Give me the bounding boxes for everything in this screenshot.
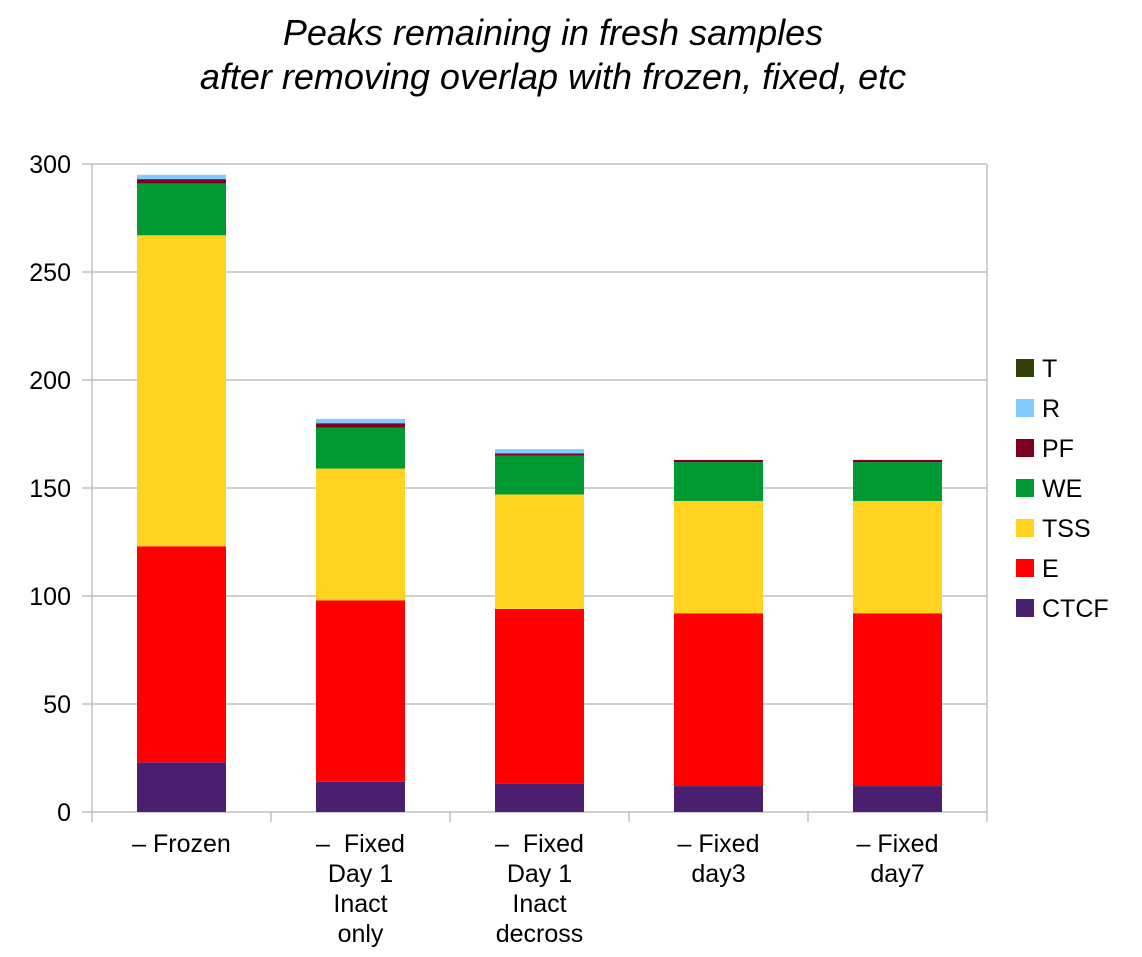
legend-label-we: WE xyxy=(1042,475,1082,503)
bar-segment-r xyxy=(316,418,405,424)
x-category-label: Inact xyxy=(333,890,387,918)
bar-segment-r xyxy=(137,174,226,180)
bar-segment-e xyxy=(853,613,942,787)
bar-segment-we xyxy=(137,183,226,236)
bar-segment-pf xyxy=(853,459,942,463)
legend-label-e: E xyxy=(1042,555,1059,583)
bar-segment-ctcf xyxy=(853,786,942,812)
bar-segment-r xyxy=(495,449,584,454)
y-tick-label: 50 xyxy=(43,691,71,719)
y-tick-label: 0 xyxy=(57,799,71,827)
bar-segment-ctcf xyxy=(495,783,584,812)
x-category-label: day3 xyxy=(691,860,745,888)
legend-swatch-r xyxy=(1016,399,1034,417)
chart-title: Peaks remaining in fresh samples after r… xyxy=(200,12,906,97)
bar-segment-tss xyxy=(316,468,405,601)
legend-swatch-t xyxy=(1016,359,1034,377)
x-category-label: decross xyxy=(496,920,584,948)
bar-segment-pf xyxy=(316,423,405,428)
x-category-label: Day 1 xyxy=(507,860,572,888)
legend-label-tss: TSS xyxy=(1042,515,1091,543)
bar-segment-e xyxy=(674,613,763,787)
legend: TR PF WE TSS E CTCF xyxy=(1016,355,1109,623)
bar-segment-pf xyxy=(495,453,584,456)
bar-segment-we xyxy=(674,462,763,501)
x-category-label: – Frozen xyxy=(132,830,231,858)
legend-label-r: R xyxy=(1042,395,1060,423)
axes xyxy=(91,164,988,822)
legend-label-pf: PF xyxy=(1042,435,1074,463)
x-category-label: – Fixed xyxy=(316,830,405,858)
y-tick-label: 150 xyxy=(29,475,71,503)
bar-segment-we xyxy=(316,427,405,469)
bar-segment-tss xyxy=(853,500,942,614)
bar-segment-tss xyxy=(674,500,763,614)
bar-segment-pf xyxy=(137,179,226,184)
x-category-label: Inact xyxy=(512,890,566,918)
bar-segment-ctcf xyxy=(316,781,405,812)
bar-segment-we xyxy=(853,462,942,501)
bar-segment-e xyxy=(316,600,405,782)
y-tick-label: 300 xyxy=(29,151,71,179)
bars xyxy=(137,174,942,812)
x-category-label: – Fixed xyxy=(857,830,939,858)
y-tick-label: 200 xyxy=(29,367,71,395)
bar-segment-tss xyxy=(495,494,584,609)
chart-title-line-1: Peaks remaining in fresh samples xyxy=(283,12,823,53)
bar-segment-we xyxy=(495,455,584,495)
x-category-label: Day 1 xyxy=(328,860,393,888)
y-tick-label: 250 xyxy=(29,259,71,287)
x-category-label: only xyxy=(338,920,384,948)
bar-segment-tss xyxy=(137,235,226,547)
x-category-label: day7 xyxy=(870,860,924,888)
x-category-label: – Fixed xyxy=(678,830,760,858)
y-tick-label: 100 xyxy=(29,583,71,611)
bar-segment-ctcf xyxy=(674,786,763,812)
bar-segment-e xyxy=(495,608,584,784)
y-tick-labels: 0 50 100 150 200 250 300 xyxy=(29,151,71,827)
legend-swatch-ctcf xyxy=(1016,599,1034,617)
bar-segment-e xyxy=(137,546,226,763)
bar-segment-pf xyxy=(674,459,763,463)
legend-label-t: T xyxy=(1042,355,1057,383)
x-category-label: – Fixed xyxy=(495,830,584,858)
bar-segment-ctcf xyxy=(137,762,226,812)
legend-swatch-tss xyxy=(1016,519,1034,537)
chart-title-line-2: after removing overlap with frozen, fixe… xyxy=(200,56,906,97)
legend-swatch-pf xyxy=(1016,439,1034,457)
legend-swatch-e xyxy=(1016,559,1034,577)
legend-swatch-we xyxy=(1016,479,1034,497)
legend-label-ctcf: CTCF xyxy=(1042,595,1109,623)
